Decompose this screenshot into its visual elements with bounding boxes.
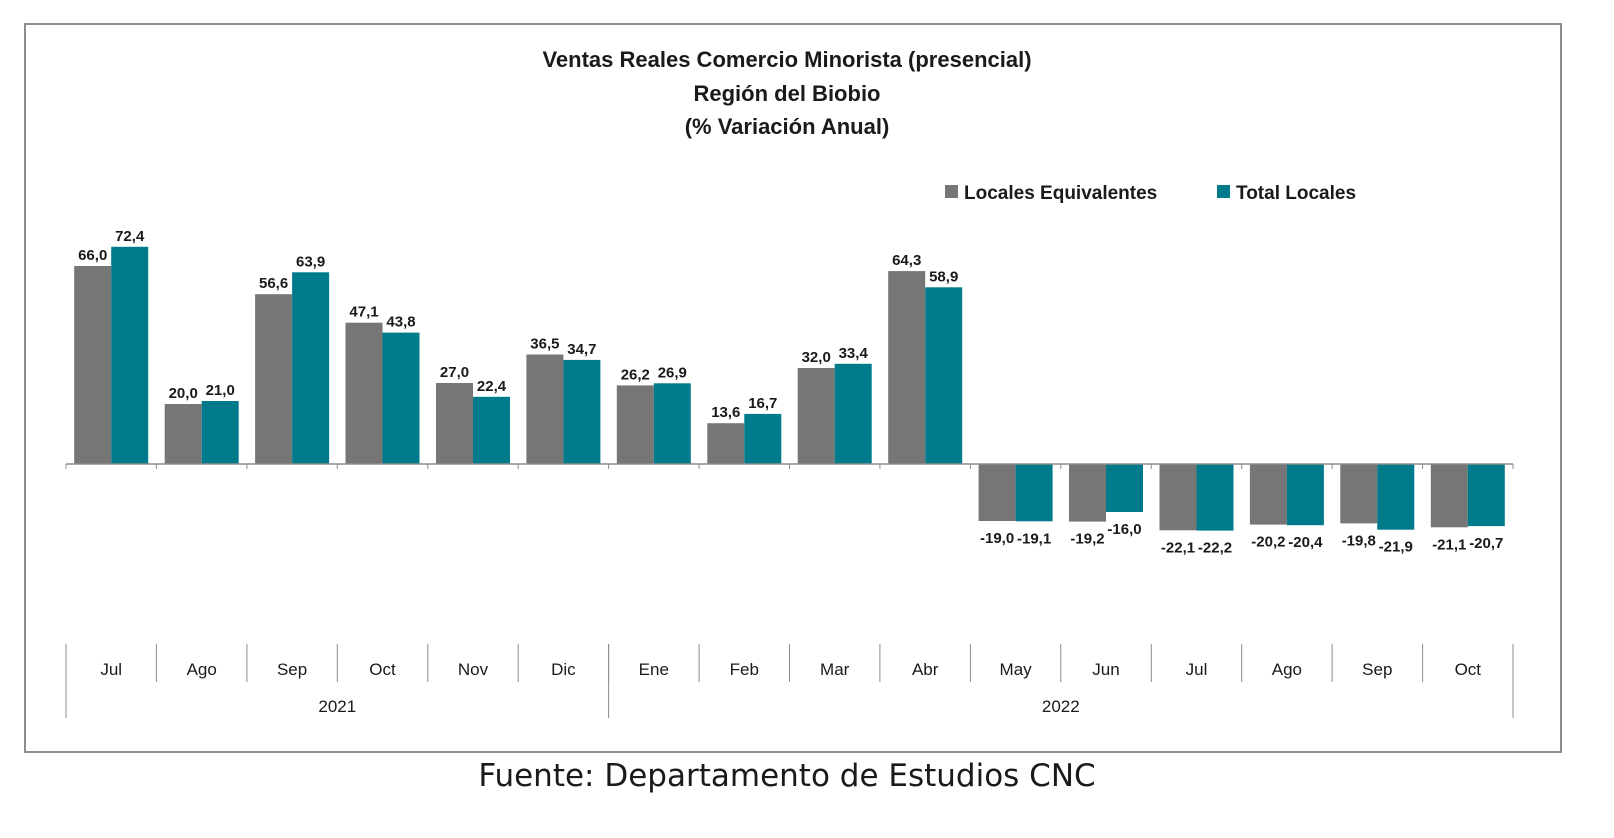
data-label: 32,0 bbox=[802, 349, 831, 366]
chart-legend: Locales Equivalentes Total Locales bbox=[945, 183, 1356, 204]
bar-total-locales bbox=[744, 413, 782, 464]
data-label: 26,9 bbox=[658, 364, 687, 381]
tick-label: May bbox=[1000, 660, 1033, 679]
chart-title-line: Región del Biobio bbox=[694, 81, 881, 106]
tick-label: Jul bbox=[1186, 660, 1208, 679]
bar-locales-equivalentes bbox=[797, 368, 835, 464]
data-label: -22,2 bbox=[1198, 540, 1232, 557]
tick-label: Nov bbox=[458, 660, 489, 679]
legend-label: Total Locales bbox=[1236, 183, 1356, 204]
bar-total-locales bbox=[111, 246, 149, 464]
data-label: -19,8 bbox=[1342, 532, 1376, 549]
data-label: 13,6 bbox=[711, 404, 740, 421]
bar-total-locales bbox=[473, 396, 510, 464]
data-label: 58,9 bbox=[929, 268, 958, 285]
bar-locales-equivalentes bbox=[1159, 464, 1197, 531]
bar-total-locales bbox=[563, 359, 601, 464]
legend-swatch bbox=[945, 185, 958, 198]
data-label: -20,2 bbox=[1251, 534, 1285, 551]
bar-locales-equivalentes bbox=[526, 354, 564, 464]
tick-label: Oct bbox=[1455, 660, 1482, 679]
bar-total-locales bbox=[292, 272, 330, 464]
bar-total-locales bbox=[382, 332, 420, 464]
data-label: 64,3 bbox=[892, 252, 921, 269]
bar-total-locales bbox=[1286, 464, 1324, 526]
data-label: 36,5 bbox=[530, 336, 559, 353]
data-label: -19,2 bbox=[1070, 531, 1104, 548]
data-label: 72,4 bbox=[115, 228, 145, 245]
tick-label: Sep bbox=[277, 660, 307, 679]
bar-total-locales bbox=[925, 287, 963, 464]
data-label: 21,0 bbox=[206, 382, 235, 399]
data-label: -19,0 bbox=[980, 530, 1014, 547]
chart-frame bbox=[24, 23, 1562, 753]
chart-title: Ventas Reales Comercio Minorista (presen… bbox=[542, 47, 1031, 139]
bar-locales-equivalentes bbox=[707, 423, 745, 464]
bar-locales-equivalentes bbox=[1430, 464, 1468, 528]
data-label: 56,6 bbox=[259, 275, 288, 292]
bar-total-locales bbox=[1467, 464, 1505, 527]
bar-locales-equivalentes bbox=[345, 322, 383, 464]
year-label: 2021 bbox=[318, 697, 356, 716]
tick-label: Mar bbox=[820, 660, 850, 679]
chart-title-line: Ventas Reales Comercio Minorista (presen… bbox=[542, 47, 1031, 72]
data-label: -20,7 bbox=[1469, 535, 1503, 552]
tick-label: Jul bbox=[100, 660, 122, 679]
data-label: 34,7 bbox=[567, 341, 596, 358]
data-label: -16,0 bbox=[1107, 521, 1141, 538]
bar-total-locales bbox=[1377, 464, 1415, 530]
data-label: 47,1 bbox=[349, 304, 378, 321]
bar-locales-equivalentes bbox=[164, 404, 202, 464]
bar-total-locales bbox=[653, 383, 691, 464]
bar-total-locales bbox=[1196, 464, 1234, 531]
tick-label: Ago bbox=[1272, 660, 1302, 679]
data-label: 66,0 bbox=[78, 247, 107, 264]
bars bbox=[74, 246, 1505, 531]
bar-locales-equivalentes bbox=[436, 383, 473, 464]
tick-label: Dic bbox=[551, 660, 576, 679]
tick-label: Abr bbox=[912, 660, 939, 679]
bar-locales-equivalentes bbox=[888, 271, 926, 464]
data-labels: 66,0 72,4 20,0 21,0 56,6 63,9 47,1 43,8 27,0 22,4… bbox=[78, 228, 1503, 557]
bar-total-locales bbox=[1015, 464, 1053, 522]
year-label: 2022 bbox=[1042, 697, 1080, 716]
data-label: -20,4 bbox=[1288, 534, 1323, 551]
source-note: Fuente: Departamento de Estudios CNC bbox=[478, 758, 1096, 794]
data-label: -19,1 bbox=[1017, 530, 1051, 547]
legend-swatch bbox=[1217, 185, 1230, 198]
data-label: 63,9 bbox=[296, 253, 325, 270]
category-axis: Jul Ago Sep Oct Nov Dic Ene Feb Mar Abr May Jun Jul A… bbox=[65, 463, 1514, 718]
data-label: -22,1 bbox=[1161, 539, 1195, 556]
legend-label: Locales Equivalentes bbox=[964, 183, 1157, 204]
tick-label: Oct bbox=[369, 660, 396, 679]
tick-label: Ago bbox=[187, 660, 217, 679]
tick-label: Ene bbox=[639, 660, 669, 679]
data-label: 22,4 bbox=[477, 378, 507, 395]
bar-locales-equivalentes bbox=[1069, 464, 1106, 522]
bar-total-locales bbox=[1106, 464, 1143, 512]
bar-locales-equivalentes bbox=[255, 294, 293, 464]
data-label: 43,8 bbox=[386, 314, 415, 331]
tick-label: Jun bbox=[1092, 660, 1119, 679]
data-label: -21,9 bbox=[1379, 539, 1413, 556]
data-label: 16,7 bbox=[748, 395, 777, 412]
bar-locales-equivalentes bbox=[616, 385, 654, 464]
bar-locales-equivalentes bbox=[1340, 464, 1378, 524]
tick-label: Sep bbox=[1362, 660, 1392, 679]
tick-label: Feb bbox=[730, 660, 759, 679]
data-label: 20,0 bbox=[169, 385, 198, 402]
chart-title-line: (% Variación Anual) bbox=[685, 114, 890, 139]
bar-total-locales bbox=[834, 363, 872, 464]
data-label: 33,4 bbox=[839, 345, 869, 362]
data-label: 27,0 bbox=[440, 364, 469, 381]
bar-total-locales bbox=[201, 401, 239, 464]
bar-locales-equivalentes bbox=[74, 266, 112, 464]
data-label: -21,1 bbox=[1432, 536, 1466, 553]
bar-locales-equivalentes bbox=[978, 464, 1016, 521]
bar-locales-equivalentes bbox=[1249, 464, 1287, 525]
data-label: 26,2 bbox=[621, 366, 650, 383]
